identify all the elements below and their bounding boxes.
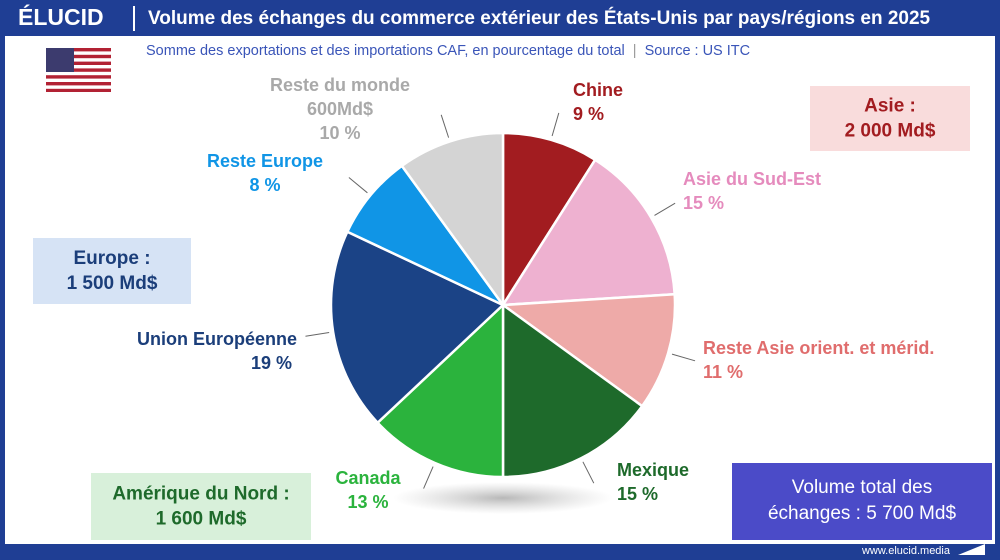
- pie-slice: [500, 158, 676, 307]
- total-text: Volume total des: [792, 477, 932, 498]
- region-box: [33, 238, 191, 304]
- leader-line: [305, 332, 330, 337]
- pie-slice: [400, 131, 505, 309]
- slice-label: Reste du monde: [270, 75, 410, 95]
- leader-line: [654, 202, 676, 216]
- chart-title: Volume des échanges du commerce extérieu…: [148, 7, 931, 29]
- pie-slice: [501, 131, 597, 310]
- region-box: [91, 473, 311, 540]
- region-name: Amérique du Nord :: [112, 484, 289, 505]
- slice-label: Union Européenne: [137, 329, 297, 349]
- region-name: Asie :: [864, 96, 916, 117]
- pie-shadow: [393, 482, 613, 514]
- value-label: 11 %: [703, 362, 743, 382]
- leader-line: [440, 114, 450, 138]
- slice-label: Asie du Sud-Est: [683, 169, 821, 189]
- pie-slice: [375, 302, 505, 479]
- slice-annotation: 600Md$: [307, 99, 373, 119]
- region-total: 1 600 Md$: [156, 509, 247, 530]
- slice-label: Reste Asie orient. et mérid.: [703, 338, 934, 358]
- logo: ÉLUCID: [18, 3, 104, 30]
- value-label: 10 %: [319, 123, 360, 143]
- footer-url: www.elucid.media: [861, 545, 951, 557]
- leader-line: [551, 112, 560, 137]
- region-total: 1 500 Md$: [67, 273, 158, 294]
- slice-label: Chine: [573, 80, 623, 100]
- value-label: 15 %: [683, 193, 724, 213]
- region-box: [810, 86, 970, 151]
- pie-slice: [501, 302, 644, 479]
- region-total: 2 000 Md$: [845, 121, 936, 142]
- value-label: 13 %: [347, 492, 388, 512]
- pie-slice: [499, 292, 677, 408]
- leader-line: [348, 177, 368, 194]
- footer-icon: [958, 544, 985, 555]
- value-label: 9 %: [573, 104, 604, 124]
- slice-label: Reste Europe: [207, 151, 323, 171]
- leader-line: [671, 353, 696, 362]
- leader-line: [582, 461, 595, 484]
- total-text: échanges : 5 700 Md$: [768, 503, 956, 524]
- subtitle: Somme des exportations et des importatio…: [146, 43, 750, 59]
- leader-line: [423, 466, 434, 489]
- total-box: [732, 463, 992, 540]
- value-label: 15 %: [617, 484, 658, 504]
- pie-slice: [329, 230, 506, 425]
- slice-label: Mexique: [617, 460, 689, 480]
- slice-label: Canada: [335, 468, 401, 488]
- footer-bar: [1, 544, 999, 560]
- value-label: 19 %: [251, 353, 292, 373]
- region-name: Europe :: [73, 248, 150, 269]
- value-label: 8 %: [249, 175, 280, 195]
- flag: [46, 48, 111, 92]
